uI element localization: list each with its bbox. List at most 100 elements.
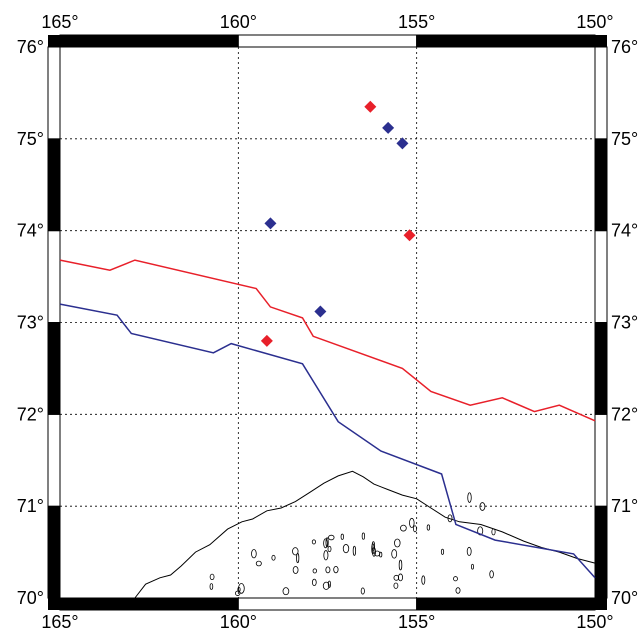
lon-label-top: 150° (576, 12, 613, 32)
lake (400, 524, 407, 532)
lake (455, 587, 461, 594)
lake (471, 563, 474, 570)
lake (352, 545, 357, 556)
frame-bottom-segment (59, 597, 239, 611)
lat-label-left: 76° (17, 37, 44, 57)
lake (311, 539, 316, 545)
frame-corner (48, 598, 60, 610)
frame-right-segment (594, 322, 608, 415)
frame-bottom-segment (416, 597, 596, 611)
lake (477, 526, 484, 536)
frame-left-segment (47, 138, 61, 232)
lat-label-right: 72° (611, 404, 638, 424)
lon-label-bottom: 155° (398, 612, 435, 632)
lake (379, 551, 383, 558)
frame-corner (48, 35, 60, 47)
red-station-marker (260, 334, 273, 347)
red-station-marker (403, 229, 416, 242)
lake (333, 565, 339, 574)
lat-label-left: 71° (17, 496, 44, 516)
lat-label-left: 73° (17, 313, 44, 333)
lake (292, 566, 299, 574)
coastline (134, 470, 596, 599)
frame-top-segment (59, 34, 239, 48)
tick-labels: 165° 165° 160° 160° 155° 155° 150° 150° 76° 76° 75… (17, 12, 638, 632)
lake (413, 525, 417, 533)
lake (209, 573, 215, 581)
lake (311, 578, 317, 587)
lat-label-right: 70° (611, 588, 638, 608)
lake (361, 532, 366, 540)
lat-label-right: 75° (611, 129, 638, 149)
lat-label-left: 70° (17, 588, 44, 608)
lake (453, 576, 458, 582)
frame-corner (595, 35, 607, 47)
lat-label-left: 75° (17, 129, 44, 149)
lon-label-bottom: 150° (576, 612, 613, 632)
blue-station-marker (396, 137, 409, 150)
lake (209, 583, 214, 590)
lake (255, 560, 262, 567)
lake (393, 574, 400, 581)
lat-label-right: 76° (611, 37, 638, 57)
lake (238, 583, 245, 594)
lat-label-right: 74° (611, 221, 638, 241)
frame-left-segment (47, 322, 61, 415)
lake (323, 550, 329, 561)
frame-right-segment (594, 230, 608, 324)
lake (479, 502, 486, 511)
lake (489, 570, 494, 579)
lake (391, 549, 398, 559)
lake (447, 514, 453, 523)
lake (322, 581, 330, 590)
lake (409, 517, 415, 528)
lake (467, 492, 472, 503)
lake (312, 568, 317, 574)
track-lines (59, 259, 596, 579)
station-markers (260, 100, 416, 347)
red-station-marker (364, 100, 377, 113)
lake (235, 590, 241, 596)
lat-label-right: 71° (611, 496, 638, 516)
lake (292, 547, 299, 556)
frame-left-segment (47, 230, 61, 324)
lake (327, 545, 332, 553)
lake (371, 541, 376, 551)
frame-left-segment (47, 46, 61, 140)
lake (440, 548, 445, 555)
lat-label-right: 73° (611, 313, 638, 333)
lake (426, 524, 431, 531)
frame-top-segment (416, 34, 596, 48)
lake (491, 528, 496, 536)
blue-station-marker (382, 121, 395, 134)
lon-label-top: 165° (41, 12, 78, 32)
red-track-line (59, 259, 596, 422)
lake (251, 549, 257, 559)
coastline-main (134, 470, 596, 599)
frame-right-segment (594, 413, 608, 507)
frame-top-segment (237, 34, 418, 48)
lake (325, 566, 331, 574)
lon-label-bottom: 160° (220, 612, 257, 632)
lake (394, 538, 401, 548)
lon-label-top: 160° (220, 12, 257, 32)
frame-right-segment (594, 505, 608, 599)
blue-station-marker (264, 217, 277, 230)
frame-left-segment (47, 413, 61, 507)
lat-label-left: 74° (17, 221, 44, 241)
lake (328, 534, 335, 541)
lake (271, 554, 276, 561)
lake (323, 538, 328, 549)
frame-bottom-segment (237, 597, 418, 611)
lon-label-bottom: 165° (41, 612, 78, 632)
lake (340, 533, 344, 540)
lat-label-left: 72° (17, 404, 44, 424)
graticule (60, 47, 595, 598)
lake (393, 582, 399, 589)
lake (398, 559, 403, 571)
lon-label-top: 155° (398, 12, 435, 32)
frame-right-segment (594, 138, 608, 232)
lake (421, 575, 426, 585)
lake (466, 546, 472, 556)
